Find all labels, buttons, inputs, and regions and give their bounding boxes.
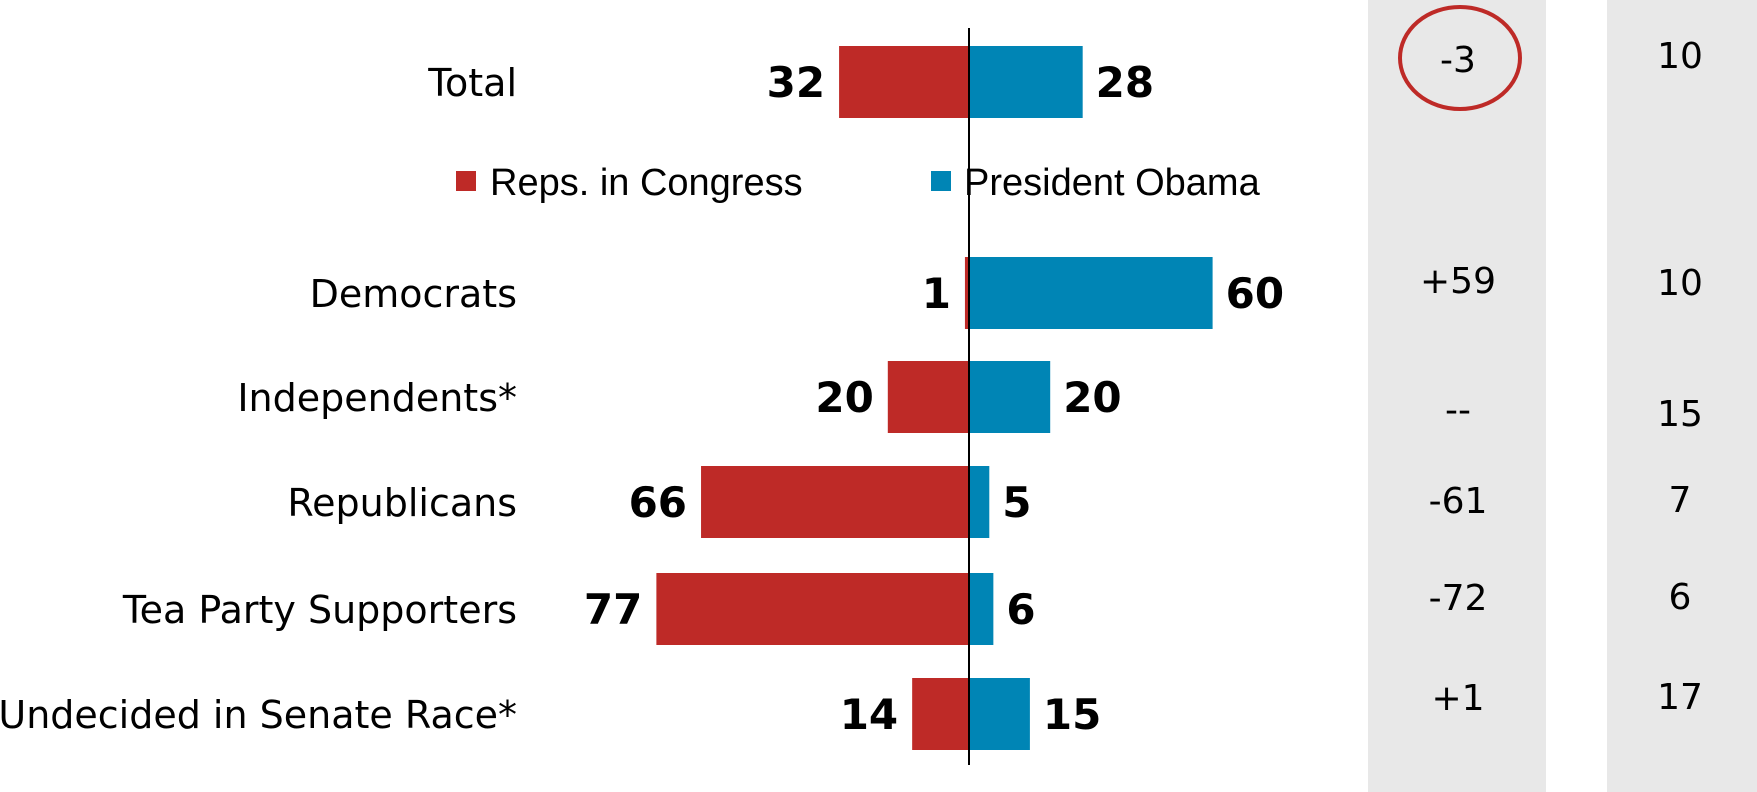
bar-president-obama [969, 678, 1030, 750]
bar-reps-in-congress [839, 46, 969, 118]
difference-value: -72 [1429, 578, 1488, 619]
bar-reps-in-congress [964, 257, 969, 329]
other-value: 17 [1657, 677, 1703, 718]
data-label-obama: 5 [1002, 478, 1031, 527]
category-label: Republicans [287, 481, 517, 525]
difference-value: -61 [1429, 481, 1488, 522]
bar-reps-in-congress [912, 678, 969, 750]
difference-value: -- [1445, 390, 1471, 431]
legend-swatch-reps [456, 171, 476, 191]
data-label-reps: 66 [629, 478, 687, 527]
other-value: 7 [1669, 480, 1692, 521]
bar-reps-in-congress [701, 466, 969, 538]
bar-reps-in-congress [656, 573, 969, 645]
bar-president-obama [969, 46, 1083, 118]
bar-president-obama [969, 257, 1213, 329]
highlight-circle [1398, 5, 1522, 111]
data-label-reps: 14 [840, 690, 898, 739]
bar-reps-in-congress [887, 361, 969, 433]
other-value: 10 [1657, 263, 1703, 304]
data-label-obama: 60 [1226, 269, 1284, 318]
other-column-background [1607, 0, 1757, 792]
category-label: Democrats [310, 272, 517, 316]
bar-president-obama [969, 361, 1051, 433]
data-label-obama: 28 [1096, 58, 1154, 107]
category-label: Total [427, 61, 517, 105]
data-label-obama: 20 [1063, 373, 1121, 422]
bar-president-obama [969, 466, 990, 538]
category-label: Independents* [237, 376, 517, 420]
difference-column-background [1368, 0, 1546, 792]
other-value: 10 [1657, 36, 1703, 77]
data-label-obama: 15 [1043, 690, 1101, 739]
legend-label-obama: President Obama [964, 162, 1261, 204]
difference-value: +59 [1420, 261, 1496, 302]
data-label-reps: 1 [922, 269, 951, 318]
bar-president-obama [969, 573, 994, 645]
difference-value: -3 [1440, 40, 1476, 81]
data-label-reps: 77 [584, 585, 642, 634]
category-label: Undecided in Senate Race* [0, 693, 517, 737]
category-label: Tea Party Supporters [122, 588, 517, 632]
other-value: 6 [1669, 577, 1692, 618]
legend-swatch-obama [931, 171, 951, 191]
data-label-reps: 20 [815, 373, 873, 422]
other-value: 15 [1657, 394, 1703, 435]
data-label-reps: 32 [767, 58, 825, 107]
data-label-obama: 6 [1006, 585, 1035, 634]
legend-label-reps: Reps. in Congress [490, 162, 803, 204]
difference-value: +1 [1431, 678, 1484, 719]
